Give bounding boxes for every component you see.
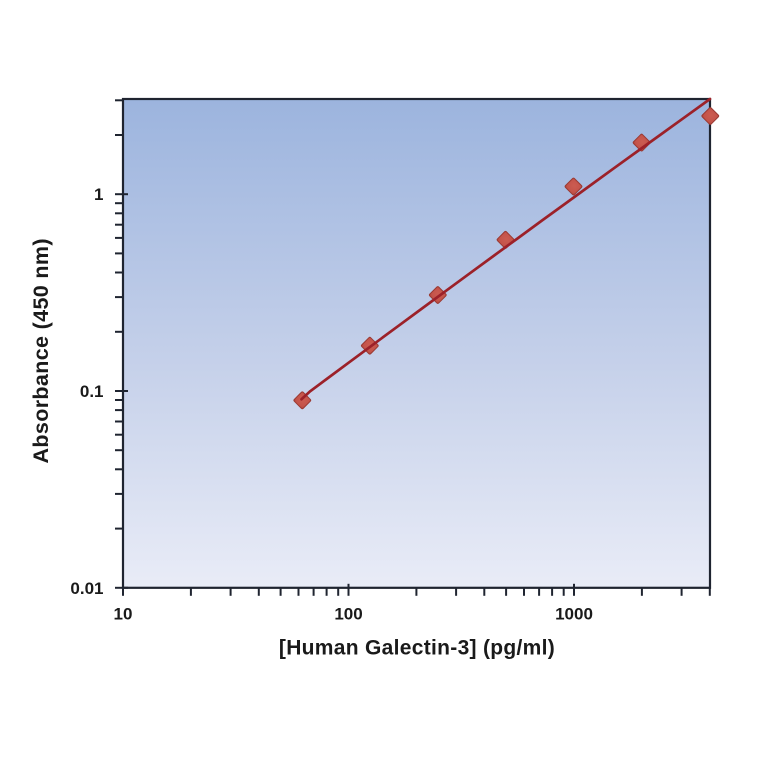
svg-text:1000: 1000 <box>555 605 593 624</box>
svg-text:100: 100 <box>334 605 362 624</box>
svg-text:Absorbance (450 nm): Absorbance (450 nm) <box>29 238 53 463</box>
svg-text:0.01: 0.01 <box>70 579 103 598</box>
svg-text:1: 1 <box>94 185 103 204</box>
svg-text:0.1: 0.1 <box>80 382 104 401</box>
svg-text:10: 10 <box>114 605 133 624</box>
svg-text:[Human Galectin-3] (pg/ml): [Human Galectin-3] (pg/ml) <box>279 637 555 660</box>
